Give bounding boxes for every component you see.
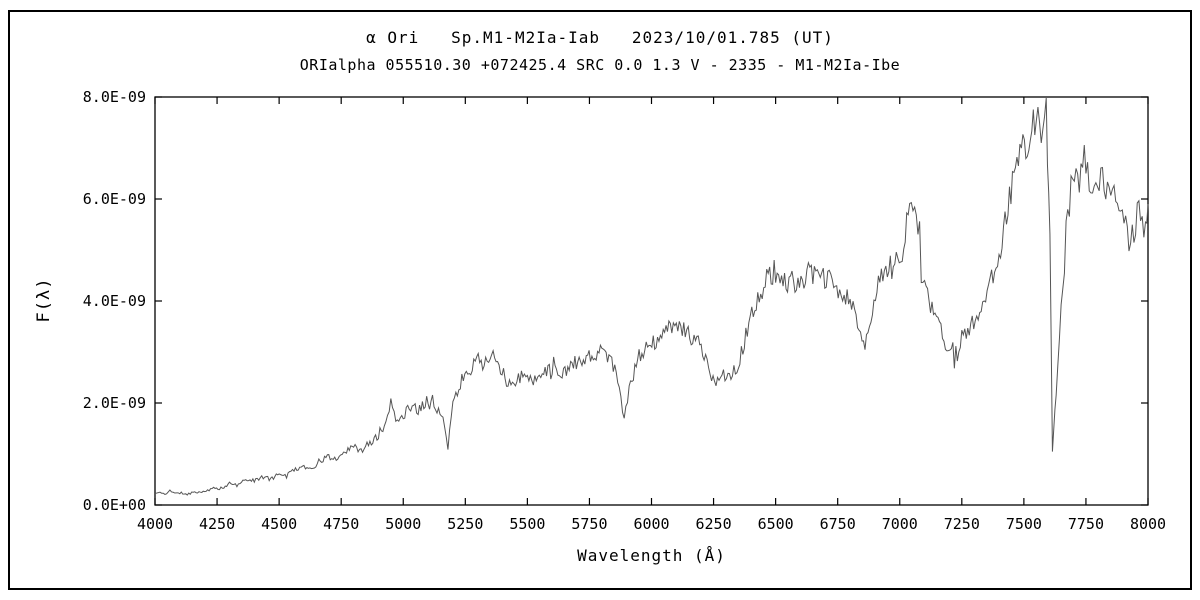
x-tick-label: 4250 [199,515,235,533]
x-tick-label: 7000 [882,515,918,533]
y-tick-label: 4.0E-09 [83,292,146,310]
x-tick-label: 5750 [571,515,607,533]
y-tick-label: 0.0E+00 [83,496,146,514]
x-tick-label: 7500 [1006,515,1042,533]
x-tick-label: 6750 [820,515,856,533]
x-tick-label: 6500 [758,515,794,533]
plot-border [154,96,1149,506]
chart-subtitle: ORIalpha 055510.30 +072425.4 SRC 0.0 1.3… [299,56,901,74]
y-tick-label: 2.0E-09 [83,394,146,412]
x-tick-label: 4000 [137,515,173,533]
x-tick-label: 5250 [447,515,483,533]
x-tick-label: 8000 [1130,515,1166,533]
x-tick-label: 6250 [696,515,732,533]
x-tick-label: 4750 [323,515,359,533]
y-tick-label: 6.0E-09 [83,190,146,208]
x-tick-label: 6000 [633,515,669,533]
y-tick-label: 8.0E-09 [83,88,146,106]
x-tick-label: 4500 [261,515,297,533]
x-tick-label: 5000 [385,515,421,533]
chart-title: α Ori Sp.M1-M2Ia-Iab 2023/10/01.785 (UT) [366,28,834,47]
x-tick-label: 7250 [944,515,980,533]
x-tick-label: 5500 [509,515,545,533]
spectrum-line [154,97,1149,496]
x-tick-label: 7750 [1068,515,1104,533]
x-axis-label: Wavelength (Å) [577,546,726,565]
